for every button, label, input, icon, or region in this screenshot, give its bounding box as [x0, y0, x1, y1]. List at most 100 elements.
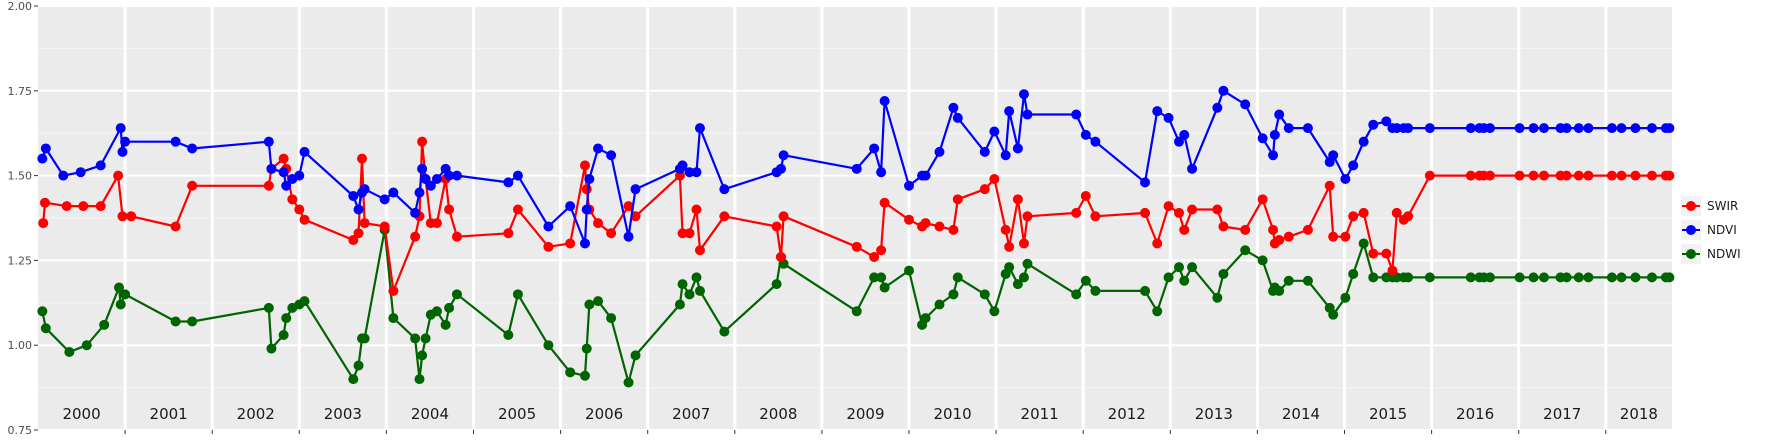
data-point-ndwi — [1484, 272, 1495, 283]
data-point-ndwi — [353, 360, 364, 371]
data-point-swir — [876, 245, 887, 256]
data-point-swir — [1328, 231, 1339, 242]
data-point-swir — [1403, 211, 1414, 222]
data-point-ndwi — [1090, 285, 1101, 296]
data-point-swir — [1004, 241, 1015, 252]
data-point-ndvi — [1630, 123, 1641, 134]
year-label: 2016 — [1456, 405, 1494, 423]
data-point-swir — [1368, 248, 1379, 259]
data-point-ndwi — [278, 330, 289, 341]
data-point-ndwi — [876, 272, 887, 283]
data-point-ndwi — [979, 289, 990, 300]
data-point-swir — [1274, 235, 1285, 246]
data-point-ndwi — [1561, 272, 1572, 283]
data-point-ndwi — [440, 319, 451, 330]
data-point-ndvi — [1368, 119, 1379, 130]
data-point-ndwi — [187, 316, 198, 327]
data-point-ndwi — [431, 306, 442, 317]
data-point-swir — [719, 211, 730, 222]
data-point-swir — [1616, 170, 1627, 181]
data-point-ndvi — [579, 238, 590, 249]
data-point-ndvi — [1424, 123, 1435, 134]
data-point-ndvi — [1484, 123, 1495, 134]
data-point-ndvi — [1274, 109, 1285, 120]
data-point-ndvi — [719, 184, 730, 195]
data-point-swir — [353, 228, 364, 239]
data-point-swir — [1573, 170, 1584, 181]
data-point-ndvi — [379, 194, 390, 205]
legend-key-point — [1686, 225, 1696, 235]
data-point-ndvi — [1514, 123, 1525, 134]
data-point-swir — [677, 228, 688, 239]
data-point-ndvi — [630, 184, 641, 195]
data-point-swir — [1218, 221, 1229, 232]
data-point-ndvi — [1187, 163, 1198, 174]
year-label: 2010 — [933, 405, 971, 423]
data-point-swir — [1391, 207, 1402, 218]
data-point-swir — [410, 231, 421, 242]
data-point-ndwi — [1012, 279, 1023, 290]
data-point-swir — [904, 214, 915, 225]
data-point-ndvi — [581, 204, 592, 215]
data-point-swir — [170, 221, 181, 232]
data-point-ndvi — [1163, 112, 1174, 123]
data-point-swir — [503, 228, 514, 239]
data-point-swir — [1163, 201, 1174, 212]
data-point-swir — [431, 218, 442, 229]
series-ndwi — [37, 224, 1675, 388]
data-point-ndvi — [431, 173, 442, 184]
data-point-ndwi — [584, 299, 595, 310]
y-tick-label: 2.00 — [8, 0, 33, 13]
data-point-ndvi — [1257, 133, 1268, 144]
data-point-swir — [1514, 170, 1525, 181]
data-point-ndwi — [420, 333, 431, 344]
data-point-ndvi — [1583, 123, 1594, 134]
data-point-ndvi — [1212, 102, 1223, 113]
data-point-swir — [691, 204, 702, 215]
data-point-swir — [39, 197, 50, 208]
data-point-ndvi — [444, 170, 455, 181]
x-axis: 2000 2001 2002 2003 2004 2005 2006 2007 2008 2009… — [62, 405, 1658, 434]
data-point-ndvi — [948, 102, 959, 113]
data-point-ndvi — [1018, 89, 1029, 100]
data-point-ndvi — [410, 207, 421, 218]
data-point-ndvi — [778, 150, 789, 161]
data-point-swir — [1283, 231, 1294, 242]
legend-label: NDVI — [1707, 223, 1737, 237]
legend-label: SWIR — [1707, 199, 1738, 213]
data-point-swir — [388, 285, 399, 296]
data-point-ndwi — [503, 330, 514, 341]
data-point-ndwi — [674, 299, 685, 310]
data-point-ndvi — [593, 143, 604, 154]
data-point-ndwi — [869, 272, 880, 283]
data-point-ndwi — [1240, 245, 1251, 256]
year-label: 2001 — [150, 405, 188, 423]
data-point-ndwi — [1514, 272, 1525, 283]
data-point-swir — [1257, 194, 1268, 205]
data-point-ndvi — [1152, 106, 1163, 117]
data-point-ndwi — [581, 343, 592, 354]
data-point-ndvi — [584, 173, 595, 184]
legend: SWIR NDVI NDWI — [1681, 196, 1741, 264]
data-point-ndwi — [1630, 272, 1641, 283]
year-label: 2004 — [411, 405, 449, 423]
data-point-swir — [593, 218, 604, 229]
data-point-ndvi — [503, 177, 514, 188]
data-point-ndwi — [444, 302, 455, 313]
data-point-ndvi — [543, 221, 554, 232]
year-label: 2015 — [1369, 405, 1407, 423]
data-point-ndvi — [920, 170, 931, 181]
data-point-swir — [869, 252, 880, 263]
data-point-ndwi — [1071, 289, 1082, 300]
data-point-ndvi — [115, 123, 126, 134]
data-point-ndvi — [1573, 123, 1584, 134]
series-ndvi — [37, 85, 1675, 249]
data-point-ndvi — [879, 95, 890, 106]
data-point-ndwi — [1664, 272, 1675, 283]
data-point-ndvi — [40, 143, 51, 154]
y-tick-label: 1.00 — [8, 339, 33, 352]
data-point-ndwi — [677, 279, 688, 290]
data-point-ndwi — [359, 333, 370, 344]
data-point-ndwi — [579, 370, 590, 381]
data-point-swir — [1080, 190, 1091, 201]
